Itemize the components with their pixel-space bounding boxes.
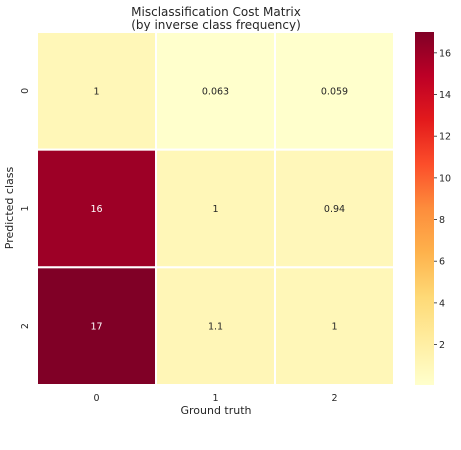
x-axis-label: Ground truth	[180, 404, 251, 417]
cell-value-label: 1	[331, 322, 337, 333]
x-tick-label: 2	[331, 393, 337, 404]
colorbar-tick-label: 12	[439, 132, 451, 143]
x-tick-labels: 0 1 2	[93, 393, 337, 404]
colorbar-tick-labels: 2 4 6 8 10 12 14 16	[434, 48, 451, 351]
cell-value-label: 0.94	[324, 204, 345, 215]
colorbar-tick-label: 16	[439, 48, 451, 59]
heatmap-cell	[155, 266, 276, 387]
cell-value-label: 1	[93, 86, 99, 97]
heatmap-cell	[36, 266, 157, 387]
heatmap-cell	[155, 31, 276, 151]
colorbar-tick-label: 8	[439, 215, 445, 226]
heatmap-cell	[274, 266, 395, 387]
colorbar-tick-label: 10	[439, 173, 451, 184]
colorbar-tick-label: 2	[439, 340, 445, 351]
heatmap-cell	[36, 31, 157, 151]
heatmap-cell	[274, 31, 395, 151]
x-tick-label: 1	[212, 393, 218, 404]
heatmap-cell	[274, 148, 395, 269]
colorbar	[415, 32, 434, 385]
cell-value-label: 17	[90, 322, 102, 333]
y-axis-label: Predicted class	[3, 167, 16, 250]
y-tick-labels: 0 1 2	[20, 88, 31, 329]
cell-value-label: 1	[212, 204, 218, 215]
cell-value-label: 1.1	[208, 322, 223, 333]
cell-value-label: 0.063	[202, 86, 229, 97]
y-tick-label: 1	[20, 205, 31, 211]
colorbar-tick-label: 6	[439, 257, 445, 268]
chart-title-line-1: Misclassification Cost Matrix	[131, 5, 301, 19]
colorbar-tick-label: 4	[439, 298, 445, 309]
y-tick-label: 0	[20, 88, 31, 94]
y-tick-label: 2	[20, 323, 31, 329]
heatmap-cells: 1 0.063 0.059 16 1 0.94 17 1.1 1	[36, 31, 395, 387]
cell-value-label: 16	[90, 204, 102, 215]
cell-value-label: 0.059	[321, 86, 348, 97]
chart-title-line-2: (by inverse class frequency)	[131, 18, 301, 32]
x-tick-label: 0	[93, 393, 99, 404]
colorbar-tick-label: 14	[439, 90, 451, 101]
